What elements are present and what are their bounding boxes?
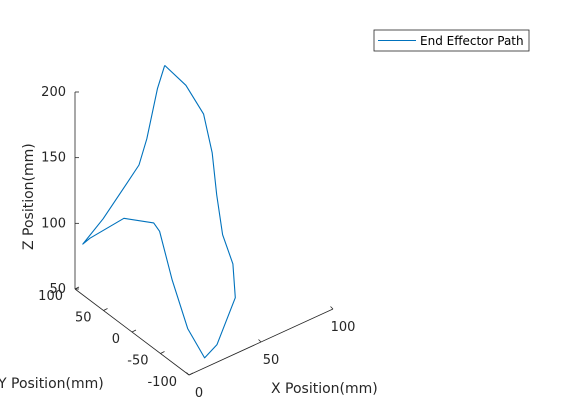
y-tick-mark bbox=[160, 351, 165, 354]
y-tick-mark bbox=[188, 372, 194, 376]
y-tick-mark bbox=[131, 329, 137, 333]
y-tick-label: 0 bbox=[112, 332, 120, 347]
z-axis-title: Z Position(mm) bbox=[21, 143, 37, 250]
x-tick-label: 100 bbox=[331, 320, 356, 335]
x-axis-title: X Position(mm) bbox=[271, 381, 378, 397]
y-tick-label: 100 bbox=[38, 289, 63, 304]
x-tick-mark bbox=[330, 306, 334, 310]
x-tick-label: 0 bbox=[195, 386, 203, 401]
z-tick-label: 100 bbox=[41, 216, 66, 231]
legend: End Effector Path bbox=[373, 29, 530, 52]
plot-data bbox=[82, 64, 236, 359]
legend-entry-label: End Effector Path bbox=[420, 34, 524, 48]
axes bbox=[74, 91, 334, 376]
z-tick-label: 200 bbox=[41, 85, 66, 100]
z-tick-label: 150 bbox=[41, 151, 66, 166]
z-tick-label: 50 bbox=[49, 282, 66, 297]
y-tick-label: 50 bbox=[75, 311, 92, 326]
y-tick-mark bbox=[103, 308, 108, 311]
x-tick-mark bbox=[258, 339, 262, 343]
series-end-effector-path bbox=[82, 64, 236, 359]
x-tick-mark bbox=[186, 372, 190, 376]
y-tick-label: -50 bbox=[127, 354, 148, 369]
x-tick-label: 50 bbox=[263, 353, 280, 368]
legend-box bbox=[373, 29, 530, 52]
y-tick-label: -100 bbox=[147, 375, 177, 390]
y-axis-title: Y Position(mm) bbox=[0, 376, 104, 392]
